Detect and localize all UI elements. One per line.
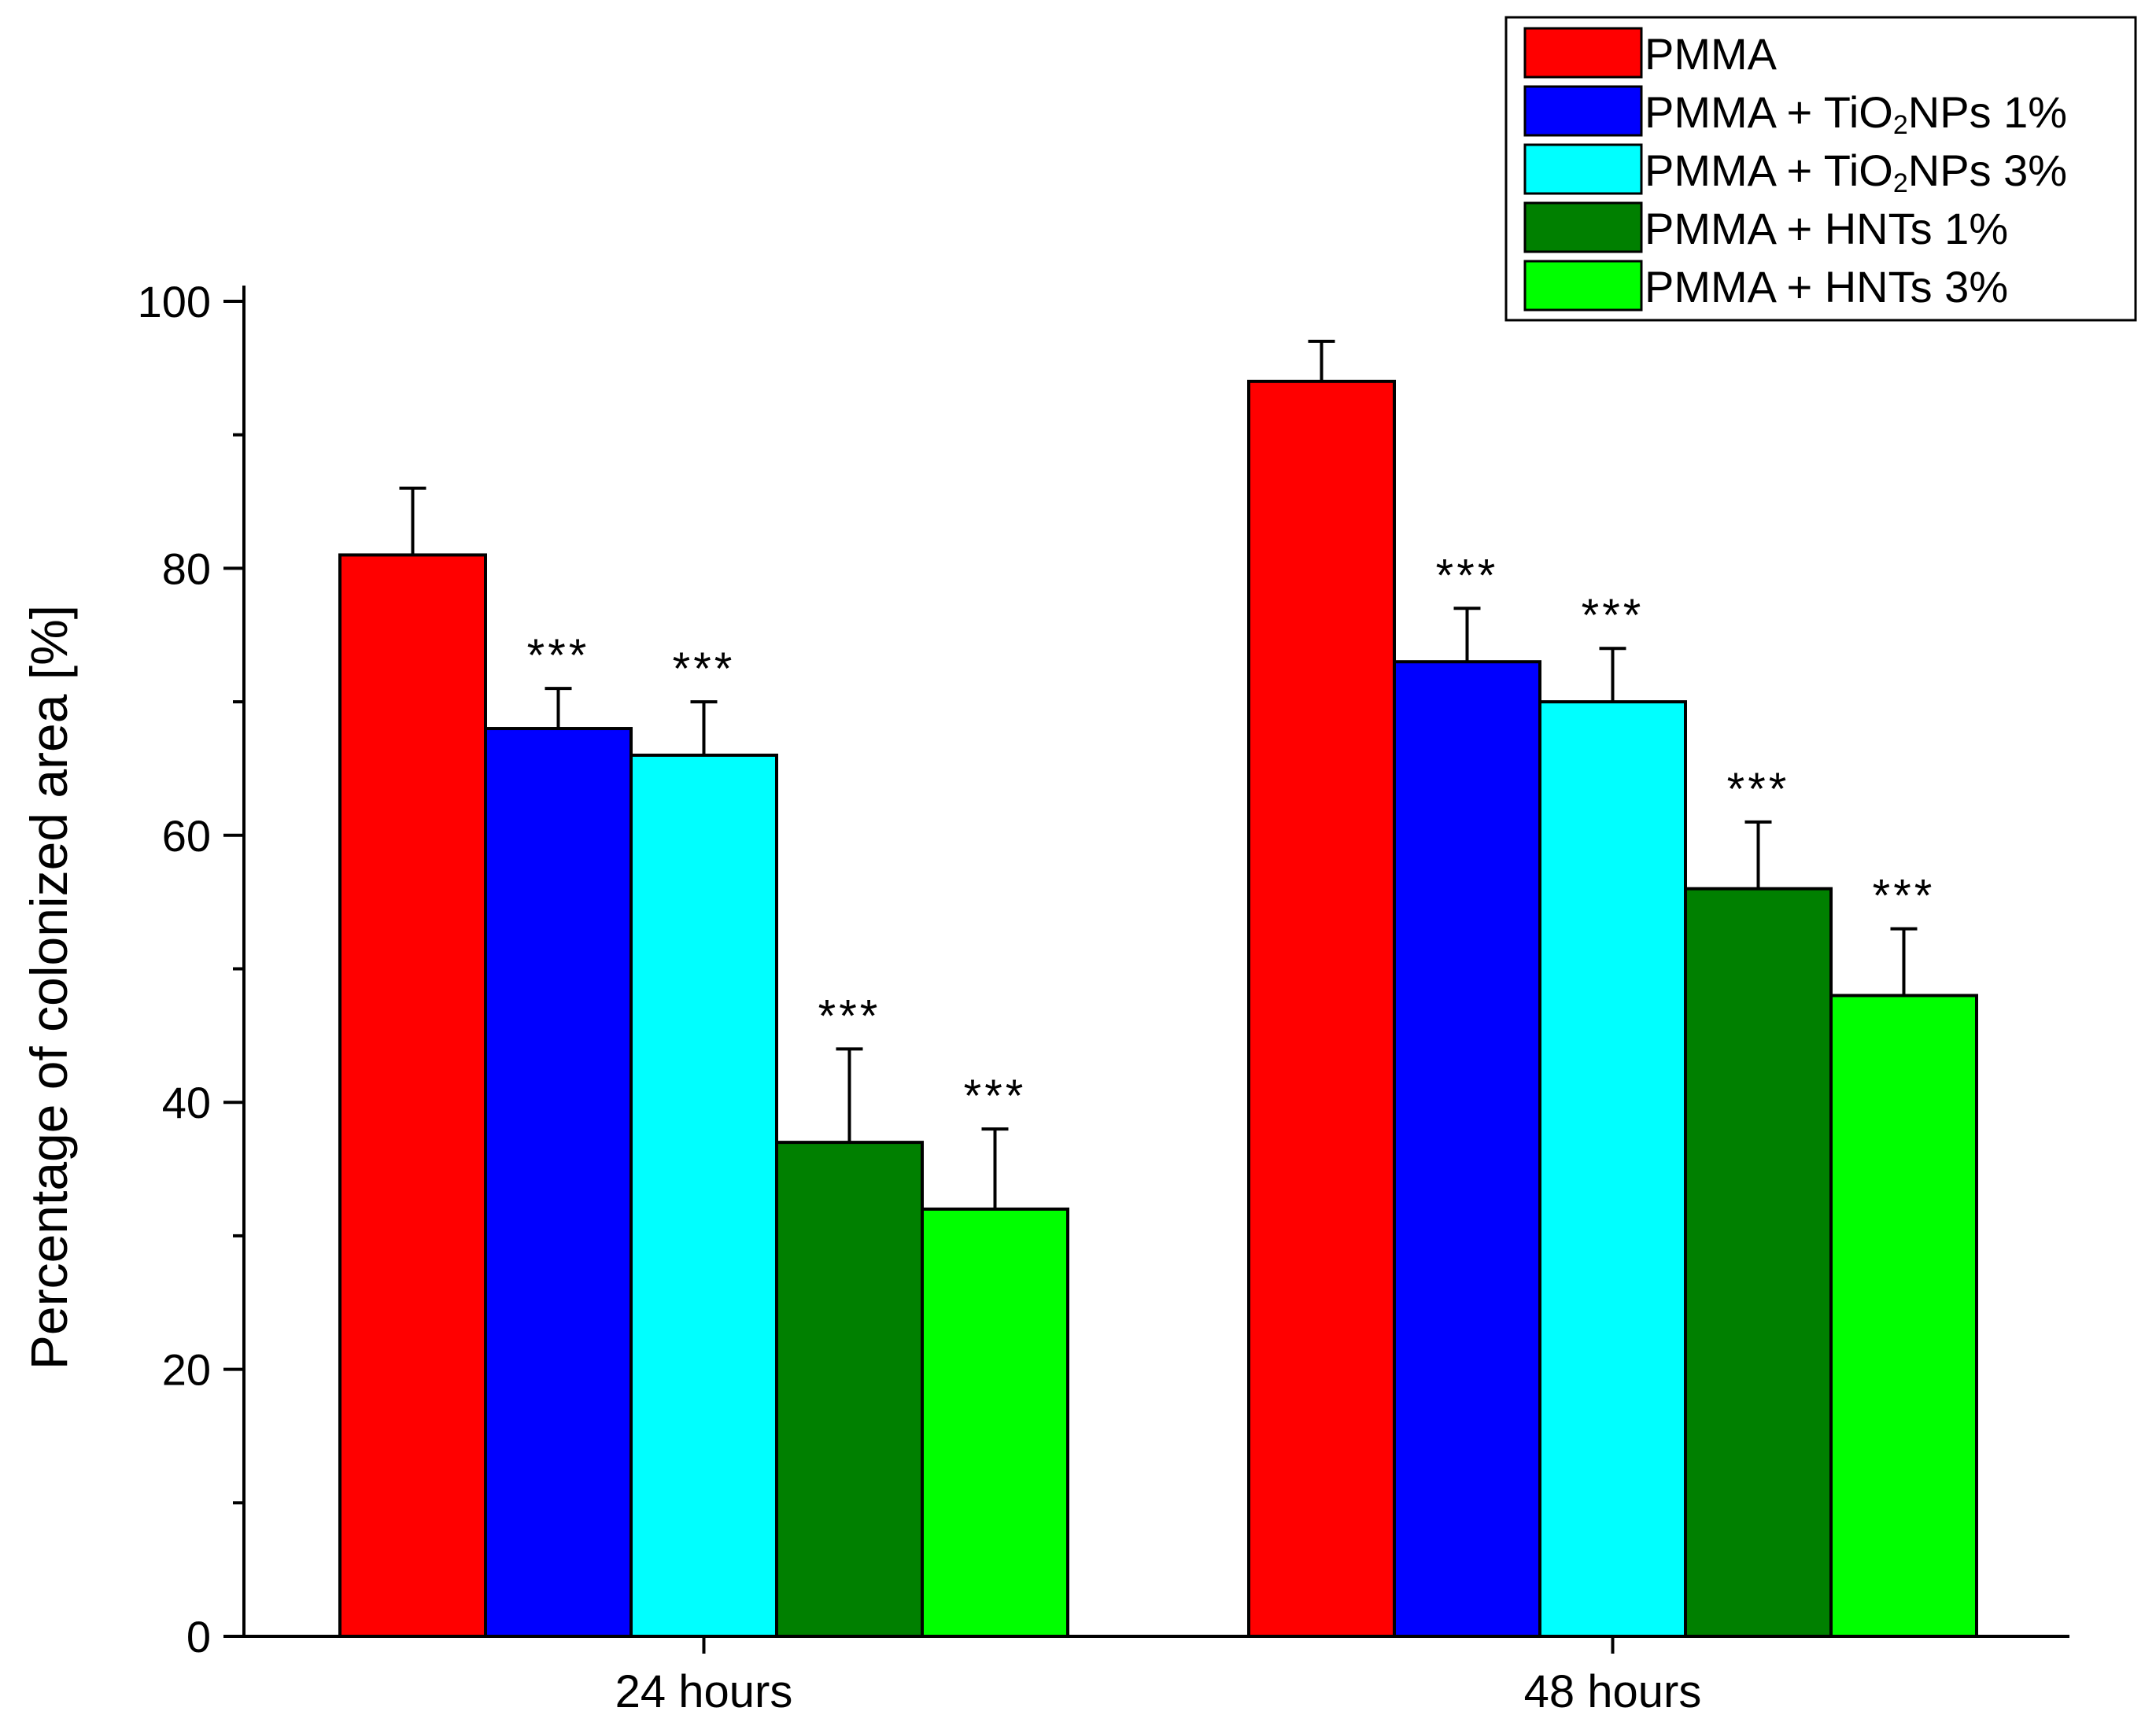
legend-swatch-1: [1523, 27, 1643, 79]
bar-1-3: [629, 753, 778, 1638]
significance-label-1-4: ***: [818, 990, 881, 1042]
bars-layer: [338, 379, 1978, 1639]
legend-label-2: PMMA + TiO2NPs 1%: [1645, 87, 2067, 140]
y-axis-title: Percentage of colonized area [%]: [20, 605, 78, 1370]
x-tick-label-2: 48 hours: [1524, 1666, 1702, 1717]
error-bars-layer: [399, 339, 1918, 1209]
bar-2-4: [1684, 887, 1833, 1639]
significance-label-1-2: ***: [527, 630, 590, 681]
legend-swatch-5: [1523, 260, 1643, 312]
bar-2-1: [1247, 379, 1396, 1639]
y-tick-label-40: 40: [162, 1078, 211, 1127]
significance-layer: *** *** *** *** *** *** *** ***: [527, 550, 1936, 1122]
bar-2-3: [1538, 700, 1687, 1638]
legend-swatch-4: [1523, 201, 1643, 253]
significance-label-2-5: ***: [1873, 871, 1936, 922]
bar-1-1: [338, 553, 487, 1638]
legend-label-4: PMMA + HNTs 1%: [1645, 204, 2008, 253]
axes: 0 20 40 60 80 100 24 hours 48 hours: [138, 277, 2069, 1717]
legend: PMMA PMMA + TiO2NPs 1% PMMA + TiO2NPs 3% PM…: [1504, 16, 2137, 322]
significance-label-2-2: ***: [1436, 550, 1499, 601]
y-tick-label-60: 60: [162, 811, 211, 861]
significance-label-2-3: ***: [1582, 590, 1645, 641]
bar-1-5: [921, 1207, 1069, 1638]
bar-2-2: [1393, 660, 1541, 1639]
y-tick-label-20: 20: [162, 1345, 211, 1395]
legend-label-1: PMMA: [1645, 29, 1778, 79]
bar-1-4: [775, 1141, 924, 1638]
bar-1-2: [484, 727, 633, 1638]
significance-label-1-5: ***: [964, 1071, 1027, 1122]
y-tick-label-100: 100: [138, 277, 211, 326]
bar-2-5: [1829, 994, 1978, 1638]
legend-label-5: PMMA + HNTs 3%: [1645, 262, 2008, 312]
legend-swatch-2: [1523, 85, 1643, 137]
legend-swatch-3: [1523, 143, 1643, 195]
legend-label-3: PMMA + TiO2NPs 3%: [1645, 146, 2067, 198]
significance-label-1-3: ***: [673, 644, 736, 695]
y-tick-label-0: 0: [186, 1612, 211, 1661]
y-tick-label-80: 80: [162, 544, 211, 593]
x-tick-label-1: 24 hours: [615, 1666, 793, 1717]
significance-label-2-4: ***: [1727, 764, 1790, 815]
